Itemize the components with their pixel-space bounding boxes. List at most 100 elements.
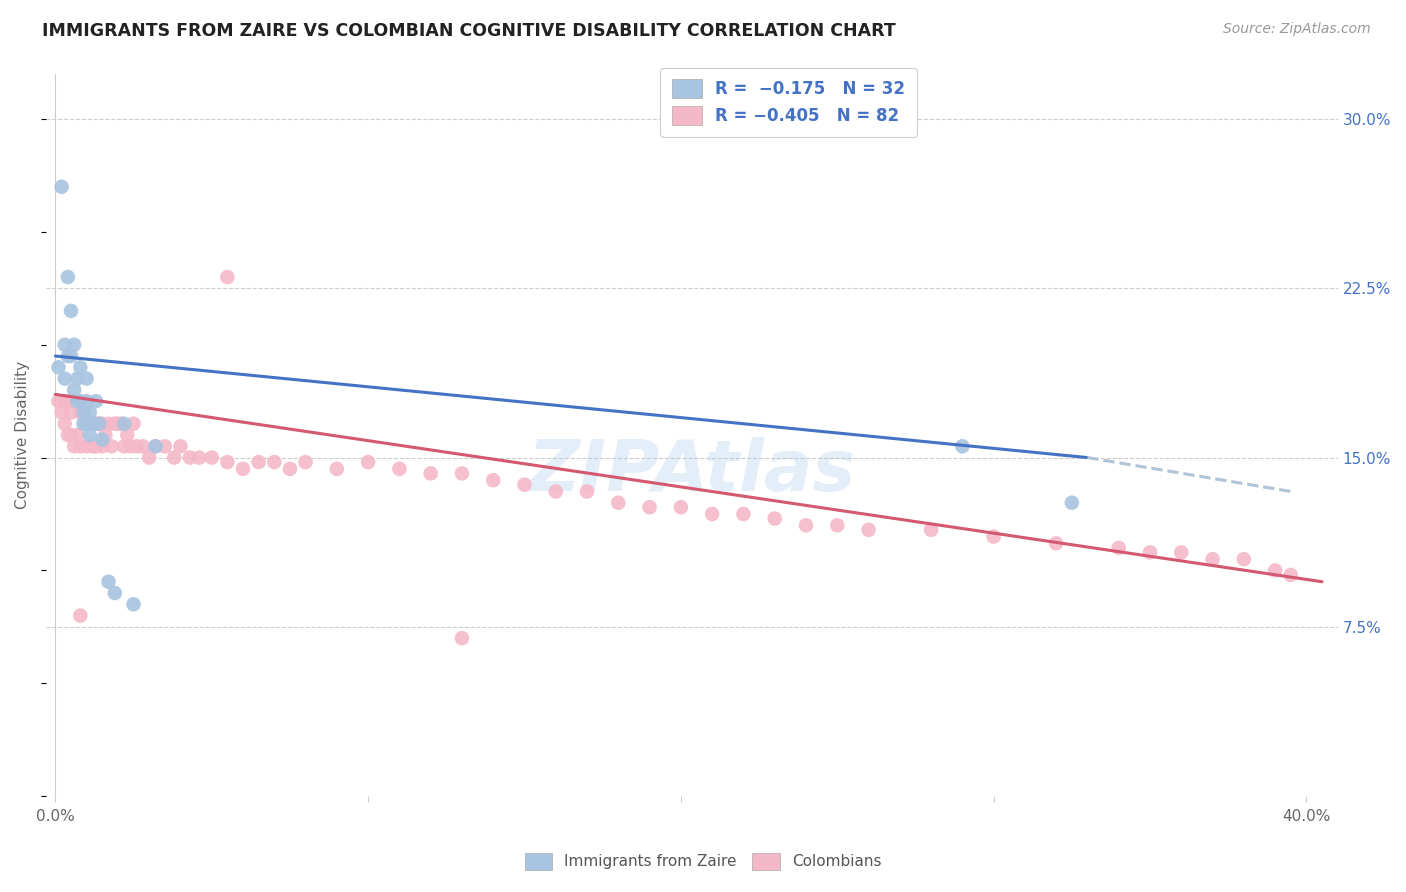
Point <box>125 439 148 453</box>
Point <box>76 417 98 431</box>
Point <box>91 433 114 447</box>
Point <box>247 455 270 469</box>
Point <box>145 439 167 453</box>
Point <box>59 304 82 318</box>
Point <box>94 428 117 442</box>
Point <box>76 439 98 453</box>
Point <box>451 631 474 645</box>
Point <box>122 417 145 431</box>
Point <box>576 484 599 499</box>
Point <box>669 500 692 515</box>
Point <box>1279 568 1302 582</box>
Point <box>51 405 73 419</box>
Point <box>263 455 285 469</box>
Point <box>1233 552 1256 566</box>
Point <box>104 586 127 600</box>
Point <box>56 428 79 442</box>
Point <box>122 597 145 611</box>
Point <box>179 450 201 465</box>
Point <box>84 439 107 453</box>
Text: Source: ZipAtlas.com: Source: ZipAtlas.com <box>1223 22 1371 37</box>
Point <box>53 337 76 351</box>
Point <box>1264 563 1286 577</box>
Point <box>63 383 86 397</box>
Point <box>451 467 474 481</box>
Point <box>84 417 107 431</box>
Point <box>66 394 89 409</box>
Point <box>188 450 211 465</box>
Point <box>72 405 94 419</box>
Point <box>217 270 239 285</box>
Text: 40.0%: 40.0% <box>1282 809 1330 824</box>
Point <box>132 439 155 453</box>
Point <box>56 270 79 285</box>
Point <box>48 394 70 409</box>
Point <box>76 417 98 431</box>
Point <box>53 371 76 385</box>
Point <box>56 349 79 363</box>
Point <box>63 439 86 453</box>
Legend: Immigrants from Zaire, Colombians: Immigrants from Zaire, Colombians <box>517 846 889 877</box>
Point <box>53 417 76 431</box>
Point <box>388 462 411 476</box>
Point <box>100 439 122 453</box>
Point <box>513 477 536 491</box>
Point <box>59 405 82 419</box>
Point <box>82 439 104 453</box>
Point <box>544 484 567 499</box>
Point <box>91 439 114 453</box>
Point <box>1170 545 1192 559</box>
Point <box>1045 536 1067 550</box>
Point <box>153 439 176 453</box>
Point <box>1108 541 1130 555</box>
Point <box>51 179 73 194</box>
Point <box>66 428 89 442</box>
Point <box>91 417 114 431</box>
Point <box>97 574 120 589</box>
Point <box>950 439 973 453</box>
Point <box>59 349 82 363</box>
Point <box>69 405 91 419</box>
Point <box>763 511 786 525</box>
Point <box>117 428 139 442</box>
Point <box>794 518 817 533</box>
Legend: R =  −0.175   N = 32, R = −0.405   N = 82: R = −0.175 N = 32, R = −0.405 N = 82 <box>661 68 917 136</box>
Point <box>419 467 441 481</box>
Point <box>326 462 349 476</box>
Point <box>66 371 89 385</box>
Point <box>79 428 101 442</box>
Point <box>76 394 98 409</box>
Point <box>69 608 91 623</box>
Point <box>638 500 661 515</box>
Point <box>112 417 135 431</box>
Point <box>66 394 89 409</box>
Point <box>163 450 186 465</box>
Point <box>110 417 132 431</box>
Point <box>1139 545 1161 559</box>
Y-axis label: Cognitive Disability: Cognitive Disability <box>15 361 30 509</box>
Point <box>607 496 630 510</box>
Point <box>201 450 224 465</box>
Point <box>120 439 142 453</box>
Point <box>983 530 1005 544</box>
Point <box>138 450 160 465</box>
Point <box>59 428 82 442</box>
Point <box>107 417 129 431</box>
Point <box>72 417 94 431</box>
Text: 0.0%: 0.0% <box>37 809 75 824</box>
Point <box>76 371 98 385</box>
Point <box>858 523 880 537</box>
Point <box>69 394 91 409</box>
Point <box>733 507 755 521</box>
Point <box>104 417 127 431</box>
Point <box>63 394 86 409</box>
Point <box>82 417 104 431</box>
Point <box>232 462 254 476</box>
Point <box>294 455 316 469</box>
Point <box>79 405 101 419</box>
Point <box>89 417 111 431</box>
Point <box>920 523 942 537</box>
Point <box>112 439 135 453</box>
Point <box>79 417 101 431</box>
Point <box>89 417 111 431</box>
